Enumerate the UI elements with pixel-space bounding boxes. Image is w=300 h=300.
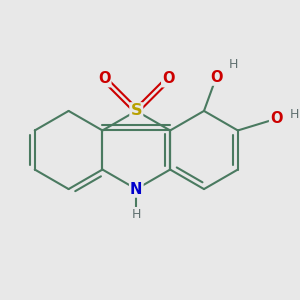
Text: O: O xyxy=(210,70,223,85)
Text: H: H xyxy=(290,108,300,121)
Text: S: S xyxy=(130,103,142,118)
Text: H: H xyxy=(132,208,141,221)
Text: N: N xyxy=(130,182,142,196)
Text: O: O xyxy=(270,111,283,126)
Text: O: O xyxy=(162,71,175,86)
Text: H: H xyxy=(228,58,238,70)
Text: O: O xyxy=(98,71,110,86)
